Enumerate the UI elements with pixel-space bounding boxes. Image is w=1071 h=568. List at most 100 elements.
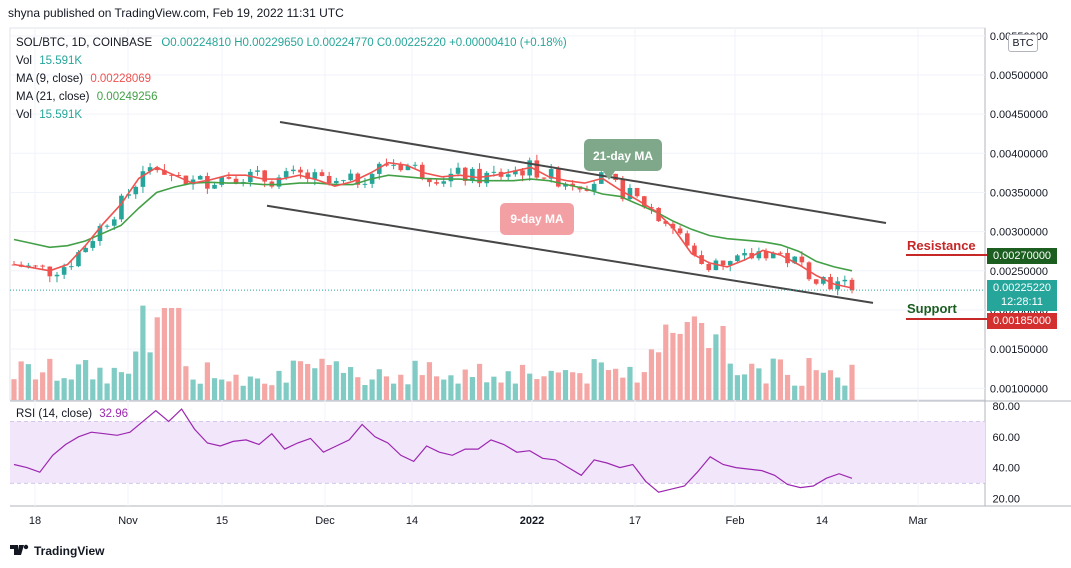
candle-body bbox=[434, 182, 439, 184]
volume-bar bbox=[376, 369, 382, 400]
volume-bar bbox=[849, 364, 855, 400]
candle-body bbox=[455, 167, 461, 174]
rsi-axis-label: 60.00 bbox=[992, 432, 1020, 444]
footer-brand[interactable]: TradingView bbox=[10, 543, 104, 558]
volume-bar bbox=[61, 378, 67, 400]
volume-bar bbox=[426, 362, 433, 400]
time-axis-label: 18 bbox=[29, 515, 41, 527]
candle-body bbox=[842, 279, 848, 282]
candle-body bbox=[362, 183, 368, 185]
volume-bar bbox=[527, 373, 533, 400]
candle-body bbox=[154, 167, 160, 171]
volume-bar bbox=[190, 379, 196, 400]
volume-bar bbox=[233, 374, 239, 400]
candle-body bbox=[770, 252, 776, 259]
volume-bar bbox=[118, 372, 125, 400]
candle-body bbox=[849, 279, 855, 291]
volume-bar bbox=[534, 379, 540, 400]
candle-body bbox=[298, 169, 303, 173]
volume-bar bbox=[211, 378, 218, 400]
vol2-label: Vol bbox=[16, 109, 32, 121]
candle-body bbox=[33, 265, 38, 267]
volume-bar bbox=[842, 385, 848, 400]
candle-body bbox=[26, 265, 31, 267]
ma9-bubble bbox=[500, 203, 574, 235]
volume-bar bbox=[541, 376, 547, 400]
volume-bar bbox=[441, 379, 447, 400]
vol2-value: 15.591K bbox=[39, 109, 83, 121]
candle-body bbox=[427, 178, 432, 183]
candle-body bbox=[348, 173, 353, 181]
candle-body bbox=[534, 160, 540, 178]
candle-body bbox=[641, 196, 647, 208]
volume-bar bbox=[369, 379, 375, 400]
volume-bar bbox=[362, 385, 368, 400]
channel-upper-line[interactable] bbox=[279, 120, 887, 224]
time-axis-label: 17 bbox=[629, 515, 641, 527]
candle-body bbox=[291, 169, 296, 172]
candle-body bbox=[76, 252, 81, 267]
volume-bar bbox=[656, 352, 662, 400]
ma21-label: MA (21, close) bbox=[16, 91, 90, 103]
ohlc-values: O0.00224810 H0.00229650 L0.00224770 C0.0… bbox=[161, 37, 567, 49]
volume-bar bbox=[663, 324, 669, 400]
candle-body bbox=[262, 170, 267, 182]
volume-bar bbox=[433, 376, 440, 400]
volume-bar bbox=[562, 370, 569, 400]
candle-body bbox=[756, 251, 762, 259]
candle-body bbox=[326, 175, 332, 184]
volume-bar bbox=[519, 364, 526, 400]
candle-body bbox=[541, 177, 547, 179]
volume-bar bbox=[90, 379, 96, 400]
volume-bar bbox=[777, 359, 783, 400]
candle-body bbox=[226, 177, 232, 179]
currency-badge[interactable]: BTC bbox=[1008, 34, 1038, 52]
channel-lower-line[interactable] bbox=[266, 204, 874, 304]
volume-bar bbox=[219, 379, 225, 400]
volume-bar bbox=[111, 367, 117, 400]
vol-label: Vol bbox=[16, 55, 32, 67]
volume-bar bbox=[154, 317, 160, 400]
candle-body bbox=[727, 261, 733, 266]
candle-body bbox=[470, 168, 475, 181]
volume-bar bbox=[305, 363, 311, 400]
candle-body bbox=[212, 184, 217, 189]
candle-body bbox=[484, 172, 490, 184]
candle-body bbox=[462, 167, 468, 181]
volume-bar bbox=[226, 381, 232, 400]
candles bbox=[11, 154, 855, 296]
volume-bar bbox=[125, 373, 132, 400]
volume-bar bbox=[799, 385, 805, 400]
volume-bar bbox=[498, 382, 504, 400]
publisher-line: shyna published on TradingView.com, Feb … bbox=[8, 6, 344, 20]
candle-body bbox=[684, 233, 690, 246]
volume-bar bbox=[75, 364, 82, 400]
candle-body bbox=[391, 164, 396, 166]
candle-body bbox=[677, 228, 683, 234]
candle-body bbox=[233, 178, 239, 184]
candle-body bbox=[742, 253, 747, 256]
volume-bar bbox=[591, 359, 597, 400]
time-axis-label: 14 bbox=[816, 515, 828, 527]
last-price-tag: 0.00225220 12:28:11 bbox=[987, 280, 1057, 311]
volume-bar bbox=[792, 385, 798, 400]
volume-bar bbox=[462, 369, 468, 400]
ma21-bubble bbox=[584, 139, 662, 171]
symbol-label[interactable]: SOL/BTC, 1D, COINBASE bbox=[16, 37, 153, 49]
candle-body bbox=[147, 167, 153, 172]
volume-bar bbox=[684, 322, 690, 400]
volume-bar bbox=[455, 383, 461, 400]
ma9-value: 0.00228069 bbox=[90, 73, 152, 85]
candle-body bbox=[520, 170, 525, 176]
volume-bar bbox=[340, 372, 347, 400]
rsi-label: RSI (14, close) bbox=[16, 408, 93, 420]
candle-body bbox=[563, 183, 568, 187]
volume-bar bbox=[147, 352, 153, 400]
volume-bar bbox=[405, 384, 411, 400]
volume-bar bbox=[25, 364, 31, 400]
candle-body bbox=[634, 187, 640, 197]
candle-body bbox=[448, 173, 454, 182]
candle-body bbox=[255, 170, 260, 172]
rsi-axis-label: 80.00 bbox=[992, 401, 1020, 413]
